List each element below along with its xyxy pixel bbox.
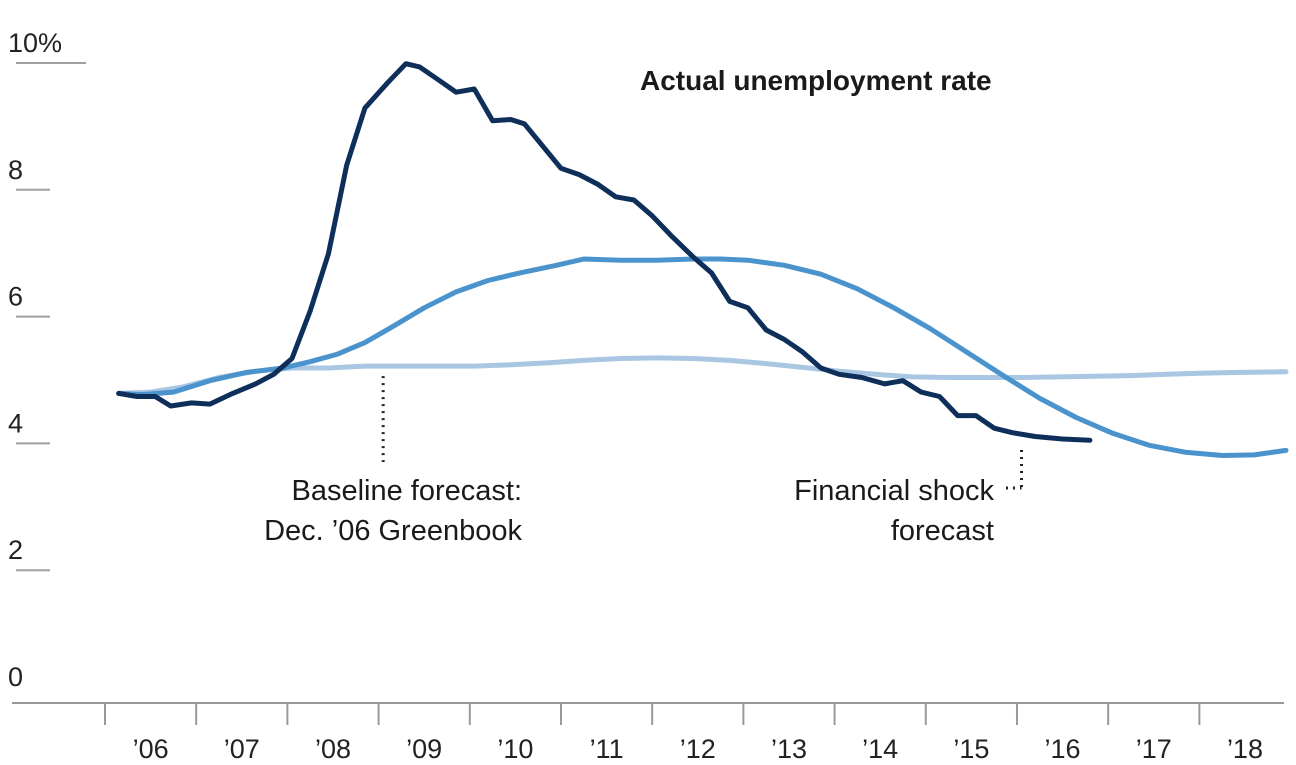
x-axis: ’06 ’07 ’08 ’09 ’10 ’11 ’12 ’13 ’14 ’15 ’16 ’17 ’18 (12, 702, 1284, 764)
y-tick-label-2: 4 (8, 408, 23, 438)
x-tick-label-0: ’06 (133, 734, 169, 764)
y-tick-label-5: 10% (8, 28, 62, 58)
x-tick-label-9: ’15 (953, 734, 989, 764)
actual-series-label: Actual unemployment rate (640, 65, 992, 96)
shock-label-line1: Financial shock (794, 475, 994, 507)
annotation-layer: Actual unemployment rate Baseline foreca… (264, 65, 1024, 547)
series-layer (116, 61, 1289, 458)
x-tick-label-4: ’10 (497, 734, 533, 764)
shock-label-line2: forecast (891, 515, 994, 547)
series-line-2 (116, 355, 1289, 396)
y-tick-label-4: 8 (8, 155, 23, 185)
y-tick-label-1: 2 (8, 535, 23, 565)
series-line-0 (116, 61, 1093, 443)
baseline-label-line1: Baseline forecast: (291, 475, 522, 507)
x-tick-label-7: ’13 (771, 734, 807, 764)
baseline-label-line2: Dec. ’06 Greenbook (264, 515, 522, 547)
x-tick-label-5: ’11 (590, 734, 624, 764)
y-tick-label-0: 0 (8, 662, 23, 692)
y-axis: 0 2 4 6 8 10% (8, 28, 86, 692)
x-tick-label-1: ’07 (224, 734, 260, 764)
x-tick-label-3: ’09 (406, 734, 442, 764)
series-line-1 (116, 256, 1289, 458)
x-tick-label-6: ’12 (680, 734, 716, 764)
x-tick-label-8: ’14 (862, 734, 898, 764)
x-tick-label-10: ’16 (1045, 734, 1081, 764)
y-tick-label-3: 6 (8, 282, 23, 312)
x-tick-label-11: ’17 (1136, 734, 1172, 764)
x-tick-label-2: ’08 (315, 734, 351, 764)
x-tick-label-12: ’18 (1227, 734, 1263, 764)
